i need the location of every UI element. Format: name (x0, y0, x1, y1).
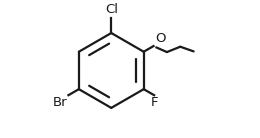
Text: F: F (150, 96, 158, 109)
Text: Br: Br (53, 96, 68, 109)
Text: O: O (155, 32, 165, 45)
Text: Cl: Cl (105, 3, 118, 16)
